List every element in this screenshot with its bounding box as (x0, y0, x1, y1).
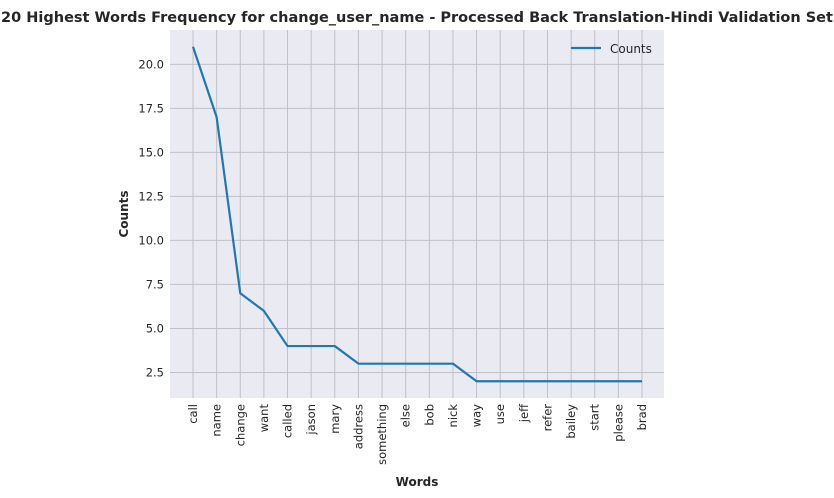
x-tick-label: start (588, 404, 602, 431)
y-tick-label: 10.0 (138, 233, 164, 247)
x-tick-label: mary (328, 404, 342, 434)
y-axis-label: Counts (117, 190, 131, 237)
y-tick-label: 7.5 (146, 277, 164, 291)
x-tick-label: brad (635, 404, 649, 430)
x-tick-label: want (257, 404, 271, 433)
series-line-counts (191, 46, 642, 383)
x-tick-label: change (233, 404, 247, 446)
x-axis-label: Words (396, 475, 439, 489)
x-tick-label: something (375, 404, 389, 465)
y-tick-label: 5.0 (146, 321, 164, 335)
x-tick-label: call (186, 404, 200, 424)
x-tick-label: bailey (564, 404, 578, 439)
x-tick-label: please (611, 404, 625, 442)
x-tick-label: bob (422, 404, 436, 426)
x-tick-label: nick (446, 404, 460, 428)
x-tick-label: way (470, 404, 484, 427)
x-tick-label: called (281, 404, 295, 438)
x-tick-label: jason (304, 404, 318, 436)
x-tick-label: name (210, 404, 224, 437)
y-tick-label: 12.5 (138, 189, 164, 203)
gridlines (170, 30, 664, 398)
y-tick-label: 2.5 (146, 365, 164, 379)
x-tick-label: else (399, 404, 413, 427)
chart-title: 20 Highest Words Frequency for change_us… (1, 10, 833, 26)
x-tick-label: refer (540, 404, 554, 432)
legend-label-counts: Counts (610, 42, 652, 56)
y-tick-labels: 2.5 5.0 7.5 10.0 12.5 15.0 17.5 20.0 (138, 57, 164, 379)
x-tick-labels: call name change want called jason mary address… (186, 403, 649, 465)
legend: Counts (571, 42, 652, 56)
plot-area (170, 30, 664, 398)
y-tick-label: 17.5 (138, 101, 164, 115)
x-tick-label: address (351, 404, 365, 449)
x-tick-label: use (493, 404, 507, 424)
y-tick-label: 15.0 (138, 145, 164, 159)
y-tick-label: 20.0 (138, 57, 164, 71)
x-tick-label: jeff (517, 403, 531, 423)
